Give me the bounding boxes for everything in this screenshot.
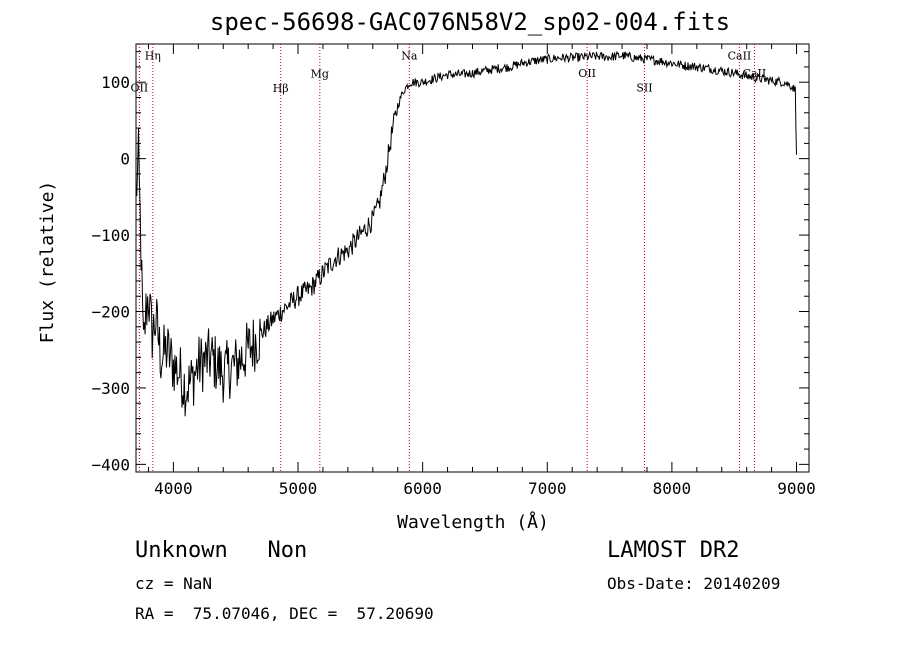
object-class: Unknown Non (135, 538, 308, 563)
x-tick-label: 8000 (653, 479, 692, 498)
chart-title: spec-56698-GAC076N58V2_sp02-004.fits (209, 8, 731, 36)
x-axis-label: Wavelength (Å) (397, 511, 549, 533)
y-tick-label: −300 (91, 379, 130, 398)
spectral-line-label: Mg (311, 68, 329, 81)
spectrum-line (135, 50, 797, 417)
x-tick-label: 7000 (528, 479, 567, 498)
spectral-line-label: Hη (145, 49, 161, 62)
spectral-line-label: OII (578, 67, 596, 80)
x-tick-label: 9000 (777, 479, 816, 498)
x-tick-label: 6000 (403, 479, 442, 498)
y-tick-label: −400 (91, 455, 130, 474)
spectral-line-label: OII (131, 81, 149, 94)
spectral-line-label: Na (401, 49, 418, 62)
y-tick-label: 100 (101, 73, 130, 92)
y-tick-label: 0 (120, 150, 130, 169)
x-tick-label: 5000 (279, 479, 318, 498)
obs-date: Obs-Date: 20140209 (607, 574, 781, 593)
redshift-cz: cz = NaN (135, 574, 213, 593)
survey-name: LAMOST DR2 (607, 538, 740, 563)
coordinates: RA = 75.07046, DEC = 57.20690 (135, 604, 434, 623)
y-tick-label: −200 (91, 303, 130, 322)
spectral-line-label: CaII (728, 49, 752, 62)
y-tick-label: −100 (91, 226, 130, 245)
x-tick-label: 4000 (154, 479, 193, 498)
plot-frame (135, 43, 810, 473)
spectral-line-label: SII (636, 81, 652, 94)
y-axis-label: Flux (relative) (37, 181, 58, 344)
spectral-line-label: Hβ (273, 82, 289, 95)
